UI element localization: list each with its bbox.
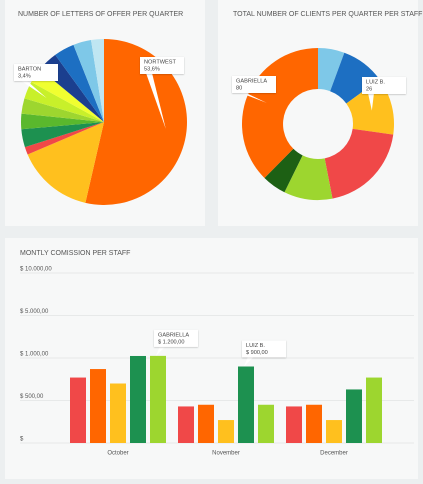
callout-value: $ 900,00 [246,350,268,356]
callout-name: LUIZ B. [246,343,265,349]
slice [284,155,333,200]
slice [264,148,303,193]
callout-value: $ 1.200,00 [158,339,184,345]
y-tick-label: $ 10.000,00 [20,267,52,273]
bar [70,377,86,443]
bar [90,369,106,443]
bar [366,377,382,443]
bar [326,420,342,443]
x-tick-label: December [320,451,348,457]
slice [324,128,394,199]
slice [91,39,104,122]
callout-value: 3,4% [18,73,31,79]
chart-title: TOTAL NUMBER OF CLIENTS PER QUARTER PER … [233,11,422,18]
chart-title: NUMBER OF LETTERS OF OFFER PER QUARTER [18,11,183,18]
callout-pointer [244,356,254,367]
bar [346,389,362,443]
callout-box [242,340,286,358]
bar [306,404,322,443]
slice [24,82,105,122]
slice [31,69,104,122]
bar [198,404,214,443]
callout-pointer [20,80,47,98]
slice [27,122,104,203]
bar [150,355,166,443]
chart-title: MONTLY COMISSION PER STAFF [20,250,130,257]
bar [258,404,274,443]
callout-pointer [368,93,374,111]
callout-pointer [146,73,166,130]
callout-box [154,329,198,347]
slice [85,39,188,205]
callout-box [14,64,58,81]
bar [130,355,146,443]
slice [21,98,104,122]
callout-name: BARTON [18,66,41,72]
slice [24,122,105,155]
x-tick-label: November [212,451,240,457]
callout-box [232,76,276,93]
callout-name: GABRIELLA [236,78,267,84]
x-tick-label: October [107,451,128,457]
bar [238,366,254,443]
y-tick-label: $ 5.000,00 [20,309,49,315]
bar [286,406,302,443]
callout-name: NORTWEST [144,59,176,65]
callout-value: 53,6% [144,66,160,72]
callout-box [140,57,184,74]
callout-pointer [156,345,166,356]
slice [55,44,104,122]
y-tick-label: $ 1.000,00 [20,352,49,358]
y-tick-label: $ 500,00 [20,394,44,400]
callout-box [362,77,406,94]
callout-name: LUIZ B. [366,79,385,85]
bar [178,406,194,443]
bar [110,383,126,443]
callout-pointer [238,92,267,103]
callout-name: GABRIELLA [158,332,189,338]
slice [318,48,345,92]
slice [21,122,105,148]
y-tick-label: $ [20,437,24,443]
callout-value: 26 [366,86,372,92]
slice [21,113,104,130]
bar [218,420,234,443]
slice [73,40,104,122]
slice [330,52,380,104]
callout-value: 80 [236,85,242,91]
